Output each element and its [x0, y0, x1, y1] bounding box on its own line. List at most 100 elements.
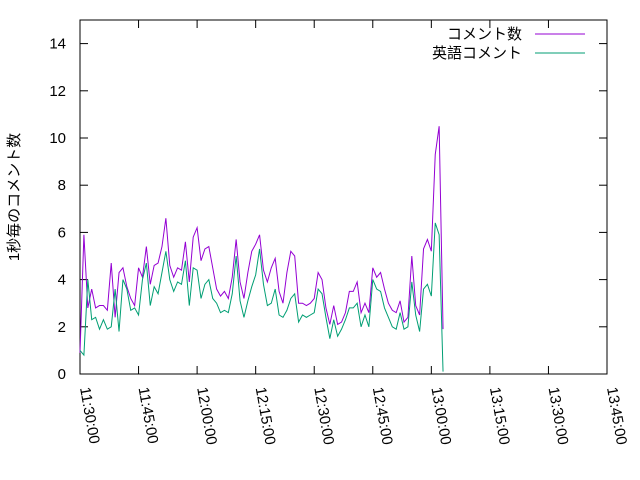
- data-point: [364, 314, 365, 315]
- x-tick-label: 13:00:00: [427, 386, 454, 446]
- data-point: [95, 307, 96, 308]
- data-point: [204, 284, 205, 285]
- data-point: [314, 312, 315, 313]
- data-point: [224, 310, 225, 311]
- data-point: [278, 314, 279, 315]
- series-2: [79, 222, 444, 372]
- data-point: [310, 314, 311, 315]
- plot-frame: [79, 19, 608, 375]
- data-point: [286, 272, 287, 273]
- x-tick-label: 12:00:00: [193, 386, 220, 446]
- data-point: [388, 317, 389, 318]
- data-point: [212, 298, 213, 299]
- data-point: [251, 251, 252, 252]
- data-point: [306, 305, 307, 306]
- x-tick-label: 12:45:00: [369, 386, 396, 446]
- y-tick-label: 4: [58, 272, 66, 289]
- data-point: [165, 251, 166, 252]
- data-point: [118, 331, 119, 332]
- data-point: [325, 317, 326, 318]
- data-point: [189, 305, 190, 306]
- data-point: [161, 246, 162, 247]
- data-point: [83, 355, 84, 356]
- data-point: [403, 321, 404, 322]
- data-point: [255, 274, 256, 275]
- data-point: [278, 291, 279, 292]
- data-point: [318, 288, 319, 289]
- data-point: [290, 298, 291, 299]
- data-point: [267, 281, 268, 282]
- data-point: [368, 312, 369, 313]
- data-point: [146, 246, 147, 247]
- data-point: [177, 267, 178, 268]
- data-point: [107, 310, 108, 311]
- data-point: [208, 246, 209, 247]
- x-tick-label: 11:45:00: [135, 386, 162, 445]
- data-point: [357, 303, 358, 304]
- data-point: [380, 291, 381, 292]
- data-point: [259, 234, 260, 235]
- data-point: [302, 303, 303, 304]
- data-point: [204, 248, 205, 249]
- y-tick-label: 6: [58, 224, 66, 241]
- data-point: [212, 267, 213, 268]
- data-point: [150, 284, 151, 285]
- data-point: [239, 300, 240, 301]
- data-point: [103, 305, 104, 306]
- data-point: [107, 329, 108, 330]
- x-tick-label: 13:45:00: [603, 386, 630, 446]
- data-point: [282, 317, 283, 318]
- data-point: [146, 262, 147, 263]
- data-point: [337, 336, 338, 337]
- data-point: [169, 265, 170, 266]
- data-point: [349, 307, 350, 308]
- data-point: [91, 288, 92, 289]
- data-point: [341, 321, 342, 322]
- data-point: [427, 284, 428, 285]
- data-point: [224, 291, 225, 292]
- data-point: [411, 255, 412, 256]
- data-point: [384, 288, 385, 289]
- data-point: [294, 293, 295, 294]
- data-point: [392, 310, 393, 311]
- data-point: [122, 267, 123, 268]
- data-point: [431, 251, 432, 252]
- data-point: [177, 281, 178, 282]
- legend-label: 英語コメント: [432, 44, 522, 62]
- data-point: [380, 272, 381, 273]
- data-point: [157, 262, 158, 263]
- data-point: [197, 227, 198, 228]
- data-point: [435, 154, 436, 155]
- data-point: [298, 303, 299, 304]
- y-tick-label: 2: [58, 319, 66, 336]
- data-point: [134, 307, 135, 308]
- data-point: [138, 267, 139, 268]
- data-point: [427, 239, 428, 240]
- data-point: [208, 279, 209, 280]
- data-point: [439, 126, 440, 127]
- data-point: [415, 305, 416, 306]
- data-point: [298, 321, 299, 322]
- data-point: [243, 317, 244, 318]
- data-point: [376, 277, 377, 278]
- x-tick-label: 11:30:00: [76, 386, 103, 445]
- data-point: [345, 319, 346, 320]
- data-point: [200, 260, 201, 261]
- data-point: [286, 310, 287, 311]
- data-point: [111, 262, 112, 263]
- data-point: [99, 329, 100, 330]
- data-point: [138, 314, 139, 315]
- data-point: [282, 303, 283, 304]
- data-point: [442, 329, 443, 330]
- data-point: [130, 298, 131, 299]
- data-point: [165, 218, 166, 219]
- data-point: [314, 298, 315, 299]
- series-1: [79, 126, 444, 353]
- series-line: [79, 222, 444, 372]
- data-point: [259, 248, 260, 249]
- y-tick-label: 8: [58, 177, 66, 194]
- data-point: [239, 281, 240, 282]
- data-point: [103, 319, 104, 320]
